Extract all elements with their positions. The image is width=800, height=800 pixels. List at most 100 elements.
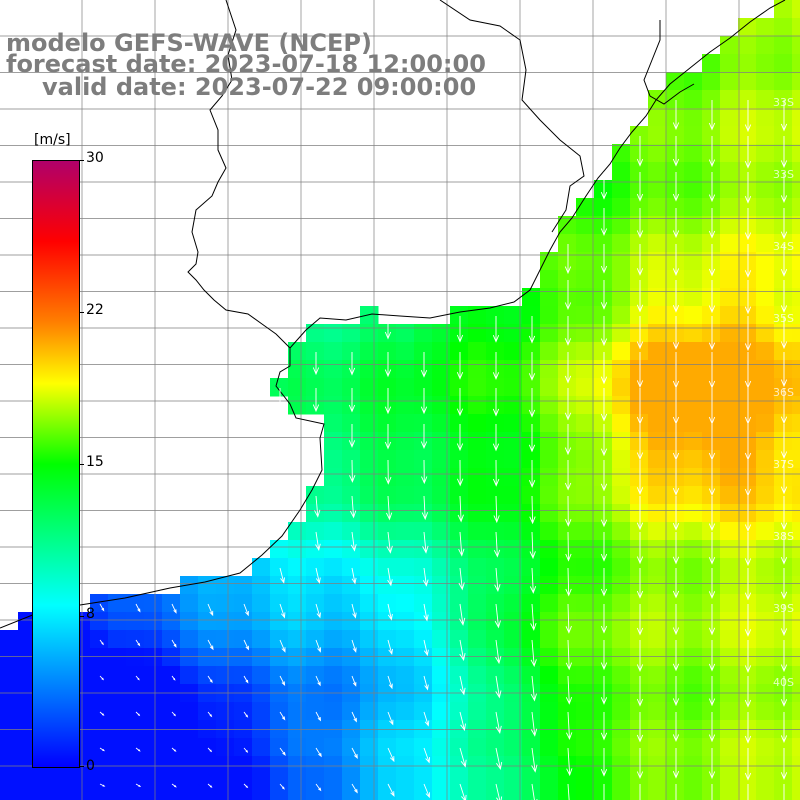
wind-speed-cell bbox=[648, 414, 667, 433]
wind-speed-cell bbox=[612, 558, 631, 577]
wind-speed-cell bbox=[504, 594, 523, 613]
wind-speed-cell bbox=[288, 342, 307, 361]
wind-arrow bbox=[421, 495, 429, 521]
wind-speed-cell bbox=[360, 738, 379, 757]
wind-speed-cell bbox=[162, 738, 181, 757]
wind-speed-cell bbox=[738, 594, 757, 613]
wind-arrow bbox=[672, 352, 680, 389]
wind-arrow bbox=[708, 676, 716, 707]
wind-arrow bbox=[636, 352, 644, 388]
wind-speed-cell bbox=[378, 504, 397, 523]
wind-arrow bbox=[780, 676, 788, 707]
wind-speed-cell bbox=[792, 144, 800, 163]
wind-speed-cell bbox=[540, 450, 559, 469]
wind-speed-cell bbox=[234, 738, 253, 757]
wind-arrow bbox=[600, 748, 608, 777]
wind-speed-cell bbox=[576, 252, 595, 271]
wind-speed-cell bbox=[540, 396, 559, 415]
wind-speed-cell bbox=[342, 396, 361, 415]
wind-arrow bbox=[99, 783, 106, 787]
wind-speed-cell bbox=[108, 648, 127, 667]
wind-speed-cell bbox=[108, 630, 127, 649]
wind-speed-cell bbox=[540, 666, 559, 685]
wind-speed-cell bbox=[324, 612, 343, 631]
wind-speed-cell bbox=[702, 612, 721, 631]
wind-speed-cell bbox=[270, 702, 289, 721]
wind-speed-cell bbox=[720, 324, 739, 343]
wind-speed-cell bbox=[486, 702, 505, 721]
wind-speed-cell bbox=[90, 738, 109, 757]
wind-speed-cell bbox=[360, 522, 379, 541]
wind-speed-cell bbox=[450, 342, 469, 361]
wind-arrow bbox=[708, 244, 716, 277]
wind-speed-cell bbox=[486, 432, 505, 451]
wind-speed-cell bbox=[468, 630, 487, 649]
wind-speed-cell bbox=[90, 612, 109, 631]
wind-speed-cell bbox=[684, 306, 703, 325]
wind-speed-cell bbox=[468, 540, 487, 559]
wind-speed-cell bbox=[792, 648, 800, 667]
wind-speed-cell bbox=[504, 324, 523, 343]
wind-speed-cell bbox=[378, 450, 397, 469]
wind-speed-cell bbox=[774, 648, 793, 667]
wind-speed-cell bbox=[684, 72, 703, 91]
wind-speed-cell bbox=[288, 558, 307, 577]
wind-speed-cell bbox=[684, 630, 703, 649]
wind-arrow bbox=[603, 784, 605, 800]
wind-speed-cell bbox=[450, 504, 469, 523]
wind-speed-cell bbox=[576, 576, 595, 595]
wind-speed-cell bbox=[684, 666, 703, 685]
wind-speed-cell bbox=[720, 180, 739, 199]
wind-speed-cell bbox=[720, 558, 739, 577]
wind-speed-cell bbox=[18, 612, 37, 631]
wind-speed-cell bbox=[270, 768, 289, 800]
colorbar-tick-30: 30 bbox=[86, 150, 104, 166]
wind-arrow bbox=[530, 603, 537, 631]
wind-speed-cell bbox=[648, 198, 667, 217]
wind-speed-cell bbox=[648, 216, 667, 235]
wind-speed-cell bbox=[738, 126, 757, 145]
wind-speed-cell bbox=[486, 324, 505, 343]
wind-speed-cell bbox=[648, 108, 667, 127]
wind-speed-cell bbox=[720, 198, 739, 217]
wind-speed-cell bbox=[648, 324, 667, 343]
wind-speed-cell bbox=[702, 324, 721, 343]
wind-speed-cell bbox=[594, 768, 613, 800]
wind-speed-cell bbox=[504, 648, 523, 667]
lat-label-40s: 40S bbox=[773, 676, 794, 689]
wind-speed-cell bbox=[90, 594, 109, 613]
wind-speed-cell bbox=[630, 270, 649, 289]
wind-arrow bbox=[171, 675, 176, 681]
wind-arrow bbox=[672, 532, 680, 565]
wind-speed-cell bbox=[0, 702, 19, 721]
wind-speed-cell bbox=[720, 36, 739, 55]
wind-speed-cell bbox=[288, 576, 307, 595]
wind-arrow bbox=[780, 352, 788, 388]
wind-speed-cell bbox=[792, 468, 800, 487]
wind-speed-cell bbox=[486, 378, 505, 397]
wind-speed-cell bbox=[414, 540, 433, 559]
wind-arrow bbox=[744, 352, 752, 389]
wind-speed-cell bbox=[558, 468, 577, 487]
wind-speed-cell bbox=[648, 306, 667, 325]
wind-speed-cell bbox=[738, 270, 757, 289]
wind-speed-cell bbox=[774, 288, 793, 307]
wind-speed-cell bbox=[594, 270, 613, 289]
wind-speed-cell bbox=[396, 630, 415, 649]
wind-speed-cell bbox=[432, 396, 451, 415]
wind-speed-cell bbox=[648, 594, 667, 613]
wind-speed-cell bbox=[666, 234, 685, 253]
wind-arrow bbox=[600, 460, 608, 492]
wind-speed-cell bbox=[0, 630, 19, 649]
wind-speed-cell bbox=[684, 558, 703, 577]
wind-speed-cell bbox=[576, 306, 595, 325]
wind-speed-cell bbox=[468, 450, 487, 469]
wind-speed-cell bbox=[792, 0, 800, 19]
wind-speed-cell bbox=[108, 768, 127, 800]
wind-speed-cell bbox=[756, 702, 775, 721]
wind-speed-cell bbox=[558, 522, 577, 541]
wind-speed-cell bbox=[522, 768, 541, 800]
wind-arrow bbox=[531, 783, 538, 800]
wind-speed-cell bbox=[756, 72, 775, 91]
wind-speed-cell bbox=[324, 468, 343, 487]
